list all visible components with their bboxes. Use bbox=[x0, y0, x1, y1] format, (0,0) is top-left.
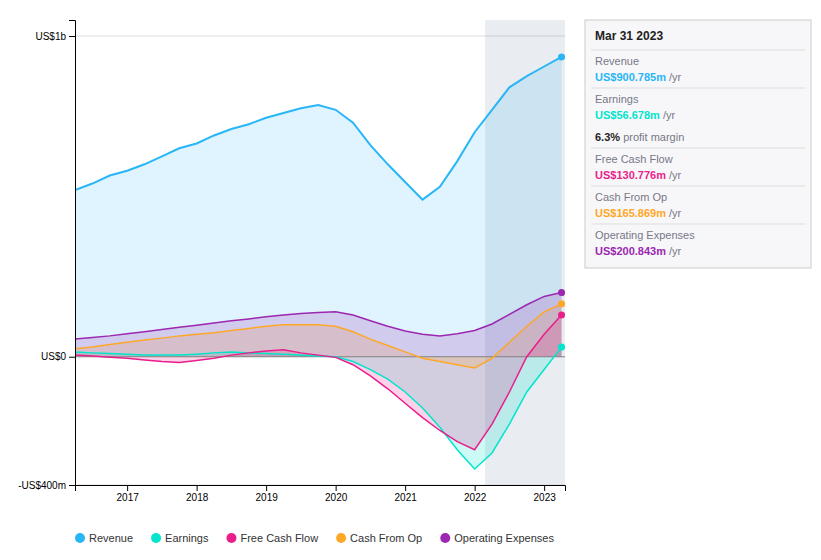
tick-mark bbox=[336, 485, 337, 491]
line bbox=[75, 293, 562, 340]
divider bbox=[591, 224, 805, 225]
x-axis: 2017 2018 2019 2020 2021 2022 2023 bbox=[76, 485, 566, 503]
info-box-frame bbox=[585, 20, 811, 268]
plot-area bbox=[75, 20, 565, 485]
tick-label: -US$400m bbox=[18, 480, 66, 491]
info-value: US$900.785m /yr bbox=[595, 71, 682, 83]
tick-mark bbox=[69, 485, 75, 486]
tick-mark bbox=[475, 485, 476, 491]
divider bbox=[591, 148, 805, 149]
chart: 2017 2018 2019 2020 2021 2022 2023 -US$400m US$0… bbox=[0, 0, 821, 560]
line bbox=[75, 304, 562, 368]
legend-label: Operating Expenses bbox=[454, 532, 554, 544]
info-value-suffix: /yr bbox=[666, 207, 682, 219]
info-value-suffix: /yr bbox=[660, 109, 676, 121]
divider bbox=[591, 50, 805, 51]
tick: 2018 bbox=[186, 485, 209, 503]
area bbox=[75, 57, 562, 357]
legend-label: Earnings bbox=[165, 532, 209, 544]
info-value: US$56.678m /yr bbox=[595, 109, 675, 121]
info-box-title: Mar 31 2023 bbox=[595, 29, 663, 43]
info-value-suffix: profit margin bbox=[620, 131, 684, 143]
tick-label: 2017 bbox=[117, 492, 140, 503]
legend-swatch bbox=[151, 533, 161, 543]
info-label: Free Cash Flow bbox=[595, 153, 673, 165]
end-point bbox=[558, 312, 565, 319]
end-point bbox=[558, 53, 565, 60]
tick-label: 2020 bbox=[325, 492, 348, 503]
legend-swatch bbox=[336, 533, 346, 543]
tick-label: US$0 bbox=[41, 351, 66, 362]
end-point bbox=[558, 289, 565, 296]
info-value: US$200.843m /yr bbox=[595, 245, 682, 257]
info-label: Earnings bbox=[595, 93, 639, 105]
tick-label: 2023 bbox=[534, 492, 557, 503]
legend-item: Free Cash Flow bbox=[226, 532, 318, 544]
info-value-suffix: /yr bbox=[666, 169, 682, 181]
info-label: Revenue bbox=[595, 55, 639, 67]
info-value: US$130.776m /yr bbox=[595, 169, 682, 181]
info-value-text: US$900.785m bbox=[595, 71, 666, 83]
y-axis: -US$400m US$0 US$1b bbox=[18, 21, 75, 491]
tick: 2017 bbox=[117, 485, 140, 503]
end-point bbox=[558, 300, 565, 307]
line bbox=[75, 315, 562, 450]
axis-line bbox=[76, 486, 566, 492]
divider bbox=[591, 88, 805, 89]
legend-swatch bbox=[75, 533, 85, 543]
info-box: Mar 31 2023 Revenue US$900.785m /yr Earning… bbox=[585, 20, 811, 268]
info-value-text: US$200.843m bbox=[595, 245, 666, 257]
info-value-text: US$165.869m bbox=[595, 207, 666, 219]
info-value-text: US$56.678m bbox=[595, 109, 660, 121]
tick-mark bbox=[405, 485, 406, 491]
tick: 2019 bbox=[256, 485, 279, 503]
tick: 2023 bbox=[534, 485, 557, 503]
tick: -US$400m bbox=[18, 480, 75, 491]
legend-item: Cash From Op bbox=[336, 532, 422, 544]
legend-label: Revenue bbox=[89, 532, 133, 544]
divider bbox=[591, 186, 805, 187]
tick: US$0 bbox=[41, 351, 75, 362]
legend-label: Free Cash Flow bbox=[240, 532, 318, 544]
tick-label: 2018 bbox=[186, 492, 209, 503]
tick-label: 2021 bbox=[395, 492, 418, 503]
info-value-suffix: /yr bbox=[666, 71, 682, 83]
tick-mark bbox=[69, 357, 75, 358]
tick-mark bbox=[197, 485, 198, 491]
info-value-text: 6.3% bbox=[595, 131, 620, 143]
legend-item: Earnings bbox=[151, 532, 209, 544]
legend-label: Cash From Op bbox=[350, 532, 422, 544]
tick-mark bbox=[544, 485, 545, 491]
tick: 2020 bbox=[325, 485, 348, 503]
tick-mark bbox=[127, 485, 128, 491]
info-label: Cash From Op bbox=[595, 191, 667, 203]
tick-label: US$1b bbox=[35, 31, 66, 42]
info-value: US$165.869m /yr bbox=[595, 207, 682, 219]
end-point bbox=[558, 344, 565, 351]
tick-label: 2019 bbox=[256, 492, 279, 503]
line bbox=[75, 347, 562, 469]
tick-label: 2022 bbox=[464, 492, 487, 503]
line bbox=[75, 57, 562, 200]
axis-line bbox=[69, 21, 76, 486]
info-label: Operating Expenses bbox=[595, 229, 695, 241]
tick: 2022 bbox=[464, 485, 487, 503]
info-value: 6.3% profit margin bbox=[595, 131, 684, 143]
legend-swatch bbox=[226, 533, 236, 543]
tick-mark bbox=[69, 36, 75, 37]
legend-swatch bbox=[440, 533, 450, 543]
legend-item: Revenue bbox=[75, 532, 133, 544]
info-value-text: US$130.776m bbox=[595, 169, 666, 181]
legend-item: Operating Expenses bbox=[440, 532, 554, 544]
legend: Revenue Earnings Free Cash Flow Cash From O… bbox=[75, 532, 554, 544]
tick-mark bbox=[266, 485, 267, 491]
tick: US$1b bbox=[35, 31, 75, 42]
tick: 2021 bbox=[395, 485, 418, 503]
info-value-suffix: /yr bbox=[666, 245, 682, 257]
